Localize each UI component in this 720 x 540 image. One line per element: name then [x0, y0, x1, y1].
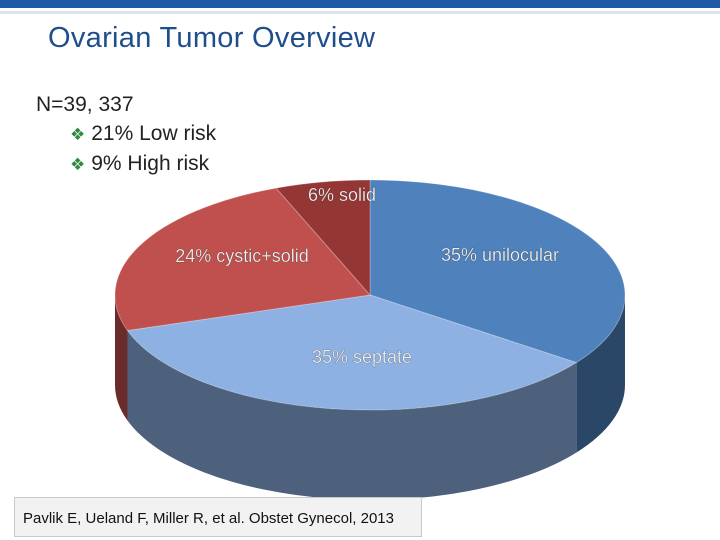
pie-tops — [114, 179, 626, 411]
pie-slice — [275, 179, 371, 297]
pie-slice-side — [115, 295, 128, 421]
diamond-arrow-icon: ❖ — [70, 125, 86, 144]
pie-slice-label: 6% solid — [308, 185, 376, 205]
header-divider — [0, 11, 720, 14]
summary-bullet-text: 21% Low risk — [91, 122, 217, 145]
pie-slice-side — [576, 295, 625, 453]
pie-slice-side — [127, 330, 577, 500]
pie-slice — [369, 179, 626, 364]
header-bar — [0, 0, 720, 8]
pie-slice-label: 24% cystic+solid — [175, 246, 309, 266]
summary-bullet-high-risk: ❖ 9% High risk — [36, 149, 216, 179]
pie-slice-label: 35% septate — [312, 347, 412, 367]
citation-box: Pavlik E, Ueland F, Miller R, et al. Obs… — [14, 497, 422, 537]
pie-sides — [115, 295, 625, 500]
sample-size-label: N=39, 337 — [36, 93, 134, 116]
diamond-arrow-icon: ❖ — [70, 155, 86, 174]
citation-text: Pavlik E, Ueland F, Miller R, et al. Obs… — [23, 510, 394, 527]
pie-slice — [114, 187, 371, 332]
pie-slice-label: 35% unilocular — [441, 245, 559, 265]
pie-labels: 35% unilocular 35% septate 24% cystic+soli… — [175, 184, 559, 367]
slide-title: Ovarian Tumor Overview — [48, 22, 376, 54]
pie-slice — [126, 294, 578, 411]
summary-bullet-low-risk: ❖ 21% Low risk — [36, 119, 216, 149]
summary-bullet-text: 9% High risk — [91, 152, 210, 175]
summary-block: N=39, 337 ❖ 21% Low risk ❖ 9% High risk — [36, 90, 216, 179]
